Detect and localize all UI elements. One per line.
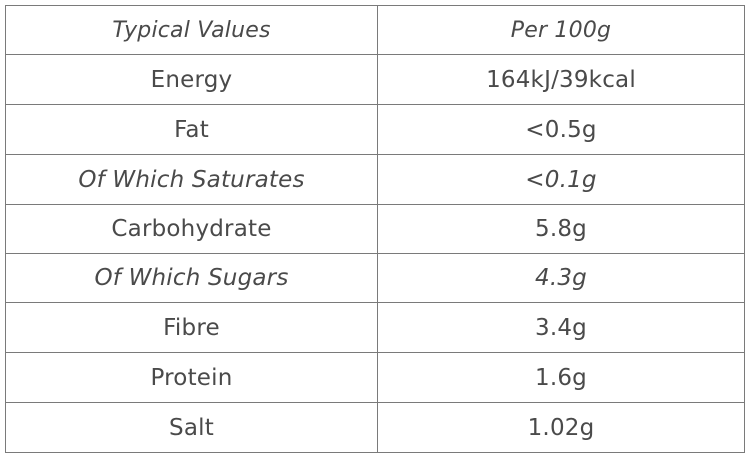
table-row-sugars: Of Which Sugars 4.3g [5, 253, 745, 303]
nutrition-table: Typical Values Per 100g Energy 164kJ/39k… [5, 5, 745, 453]
row-label: Salt [5, 402, 378, 453]
table-row-energy: Energy 164kJ/39kcal [5, 54, 745, 105]
row-label: Of Which Sugars [5, 253, 378, 303]
row-value: 4.3g [377, 253, 745, 303]
table-row-salt: Salt 1.02g [5, 402, 745, 453]
header-per-100g: Per 100g [377, 5, 745, 55]
row-value: <0.1g [377, 154, 745, 205]
table-row-fat: Fat <0.5g [5, 104, 745, 155]
row-label: Carbohydrate [5, 204, 378, 254]
row-value: 1.6g [377, 352, 745, 403]
row-label: Energy [5, 54, 378, 105]
row-label: Protein [5, 352, 378, 403]
row-label: Fibre [5, 302, 378, 353]
row-value: <0.5g [377, 104, 745, 155]
header-typical-values: Typical Values [5, 5, 378, 55]
table-row-carbohydrate: Carbohydrate 5.8g [5, 204, 745, 254]
row-value: 3.4g [377, 302, 745, 353]
table-row-fibre: Fibre 3.4g [5, 302, 745, 353]
table-row-protein: Protein 1.6g [5, 352, 745, 403]
row-value: 164kJ/39kcal [377, 54, 745, 105]
table-header-row: Typical Values Per 100g [5, 5, 745, 55]
row-value: 1.02g [377, 402, 745, 453]
row-value: 5.8g [377, 204, 745, 254]
row-label: Fat [5, 104, 378, 155]
table-row-saturates: Of Which Saturates <0.1g [5, 154, 745, 205]
row-label: Of Which Saturates [5, 154, 378, 205]
